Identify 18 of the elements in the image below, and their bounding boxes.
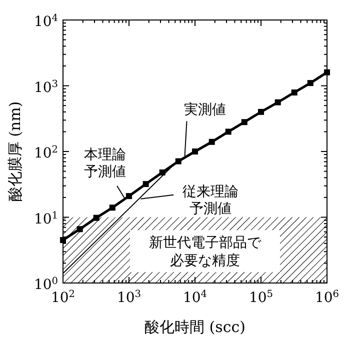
annotation: 実測値 (184, 102, 226, 118)
y-axis-title: 酸化膜厚 (nm) (6, 101, 24, 202)
y-tick-label: 10$^{1}$ (34, 210, 58, 228)
y-tick-label: 10$^{3}$ (34, 78, 58, 96)
y-tick-label: 10$^{4}$ (34, 12, 58, 30)
annotation: 従来理論予測値 (182, 184, 239, 217)
annotation: 本理論予測値 (84, 146, 126, 180)
band: 新世代電子部品で必要な精度 (63, 217, 327, 283)
x-axis-title: 酸化時間 (scc) (144, 318, 246, 336)
annotation: 実測値 (184, 102, 226, 157)
x-tick-label: 10$^{3}$ (116, 288, 142, 306)
x-tick-label: 10$^{6}$ (314, 288, 340, 306)
x-tick-label: 10$^{4}$ (182, 288, 208, 306)
x-tick-label: 10$^{5}$ (248, 288, 274, 306)
band-label: 新世代電子部品で必要な精度 (149, 235, 262, 270)
annotation: 従来理論予測値 (140, 184, 239, 217)
annotation: 本理論予測値 (84, 146, 126, 200)
y-tick-label: 10$^{2}$ (34, 144, 58, 162)
